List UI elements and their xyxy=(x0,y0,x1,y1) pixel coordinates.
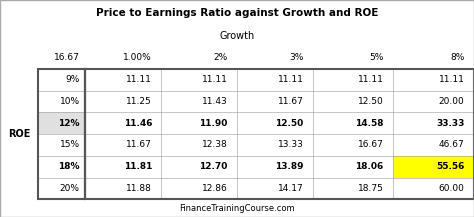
Text: 60.00: 60.00 xyxy=(438,184,465,193)
Text: 18%: 18% xyxy=(58,162,80,171)
Text: 12%: 12% xyxy=(58,119,80,128)
Text: 9%: 9% xyxy=(65,75,80,84)
Text: 10%: 10% xyxy=(60,97,80,106)
Text: 11.81: 11.81 xyxy=(124,162,152,171)
Text: 11.88: 11.88 xyxy=(126,184,152,193)
Text: 11.25: 11.25 xyxy=(126,97,152,106)
Text: Price to Earnings Ratio against Growth and ROE: Price to Earnings Ratio against Growth a… xyxy=(96,8,378,18)
Text: 8%: 8% xyxy=(450,53,465,62)
Text: 33.33: 33.33 xyxy=(436,119,465,128)
Text: 11.67: 11.67 xyxy=(278,97,304,106)
Text: 11.11: 11.11 xyxy=(202,75,228,84)
Text: 12.86: 12.86 xyxy=(202,184,228,193)
Text: 11.11: 11.11 xyxy=(126,75,152,84)
Text: 18.06: 18.06 xyxy=(356,162,384,171)
Text: 46.67: 46.67 xyxy=(438,140,465,150)
Text: 14.17: 14.17 xyxy=(278,184,304,193)
Text: 12.70: 12.70 xyxy=(200,162,228,171)
Text: Growth: Growth xyxy=(219,31,255,41)
Text: 5%: 5% xyxy=(369,53,384,62)
Text: 12.50: 12.50 xyxy=(358,97,384,106)
Text: 14.58: 14.58 xyxy=(355,119,384,128)
Text: 55.56: 55.56 xyxy=(436,162,465,171)
Text: 20.00: 20.00 xyxy=(438,97,465,106)
Text: 13.89: 13.89 xyxy=(275,162,304,171)
Text: 11.11: 11.11 xyxy=(438,75,465,84)
Text: 18.75: 18.75 xyxy=(358,184,384,193)
Text: 16.67: 16.67 xyxy=(358,140,384,150)
Text: ROE: ROE xyxy=(8,129,30,139)
Text: 11.46: 11.46 xyxy=(124,119,152,128)
Text: 1.00%: 1.00% xyxy=(123,53,152,62)
Text: 2%: 2% xyxy=(214,53,228,62)
Text: 16.67: 16.67 xyxy=(54,53,80,62)
Text: 11.90: 11.90 xyxy=(200,119,228,128)
Text: 13.33: 13.33 xyxy=(278,140,304,150)
Text: 12.38: 12.38 xyxy=(202,140,228,150)
Text: 20%: 20% xyxy=(60,184,80,193)
Text: 11.43: 11.43 xyxy=(202,97,228,106)
Text: 12.50: 12.50 xyxy=(275,119,304,128)
Text: 3%: 3% xyxy=(289,53,304,62)
Text: 11.67: 11.67 xyxy=(126,140,152,150)
Text: 11.11: 11.11 xyxy=(278,75,304,84)
Text: FinanceTrainingCourse.com: FinanceTrainingCourse.com xyxy=(179,204,295,213)
Text: 15%: 15% xyxy=(60,140,80,150)
Text: 11.11: 11.11 xyxy=(358,75,384,84)
